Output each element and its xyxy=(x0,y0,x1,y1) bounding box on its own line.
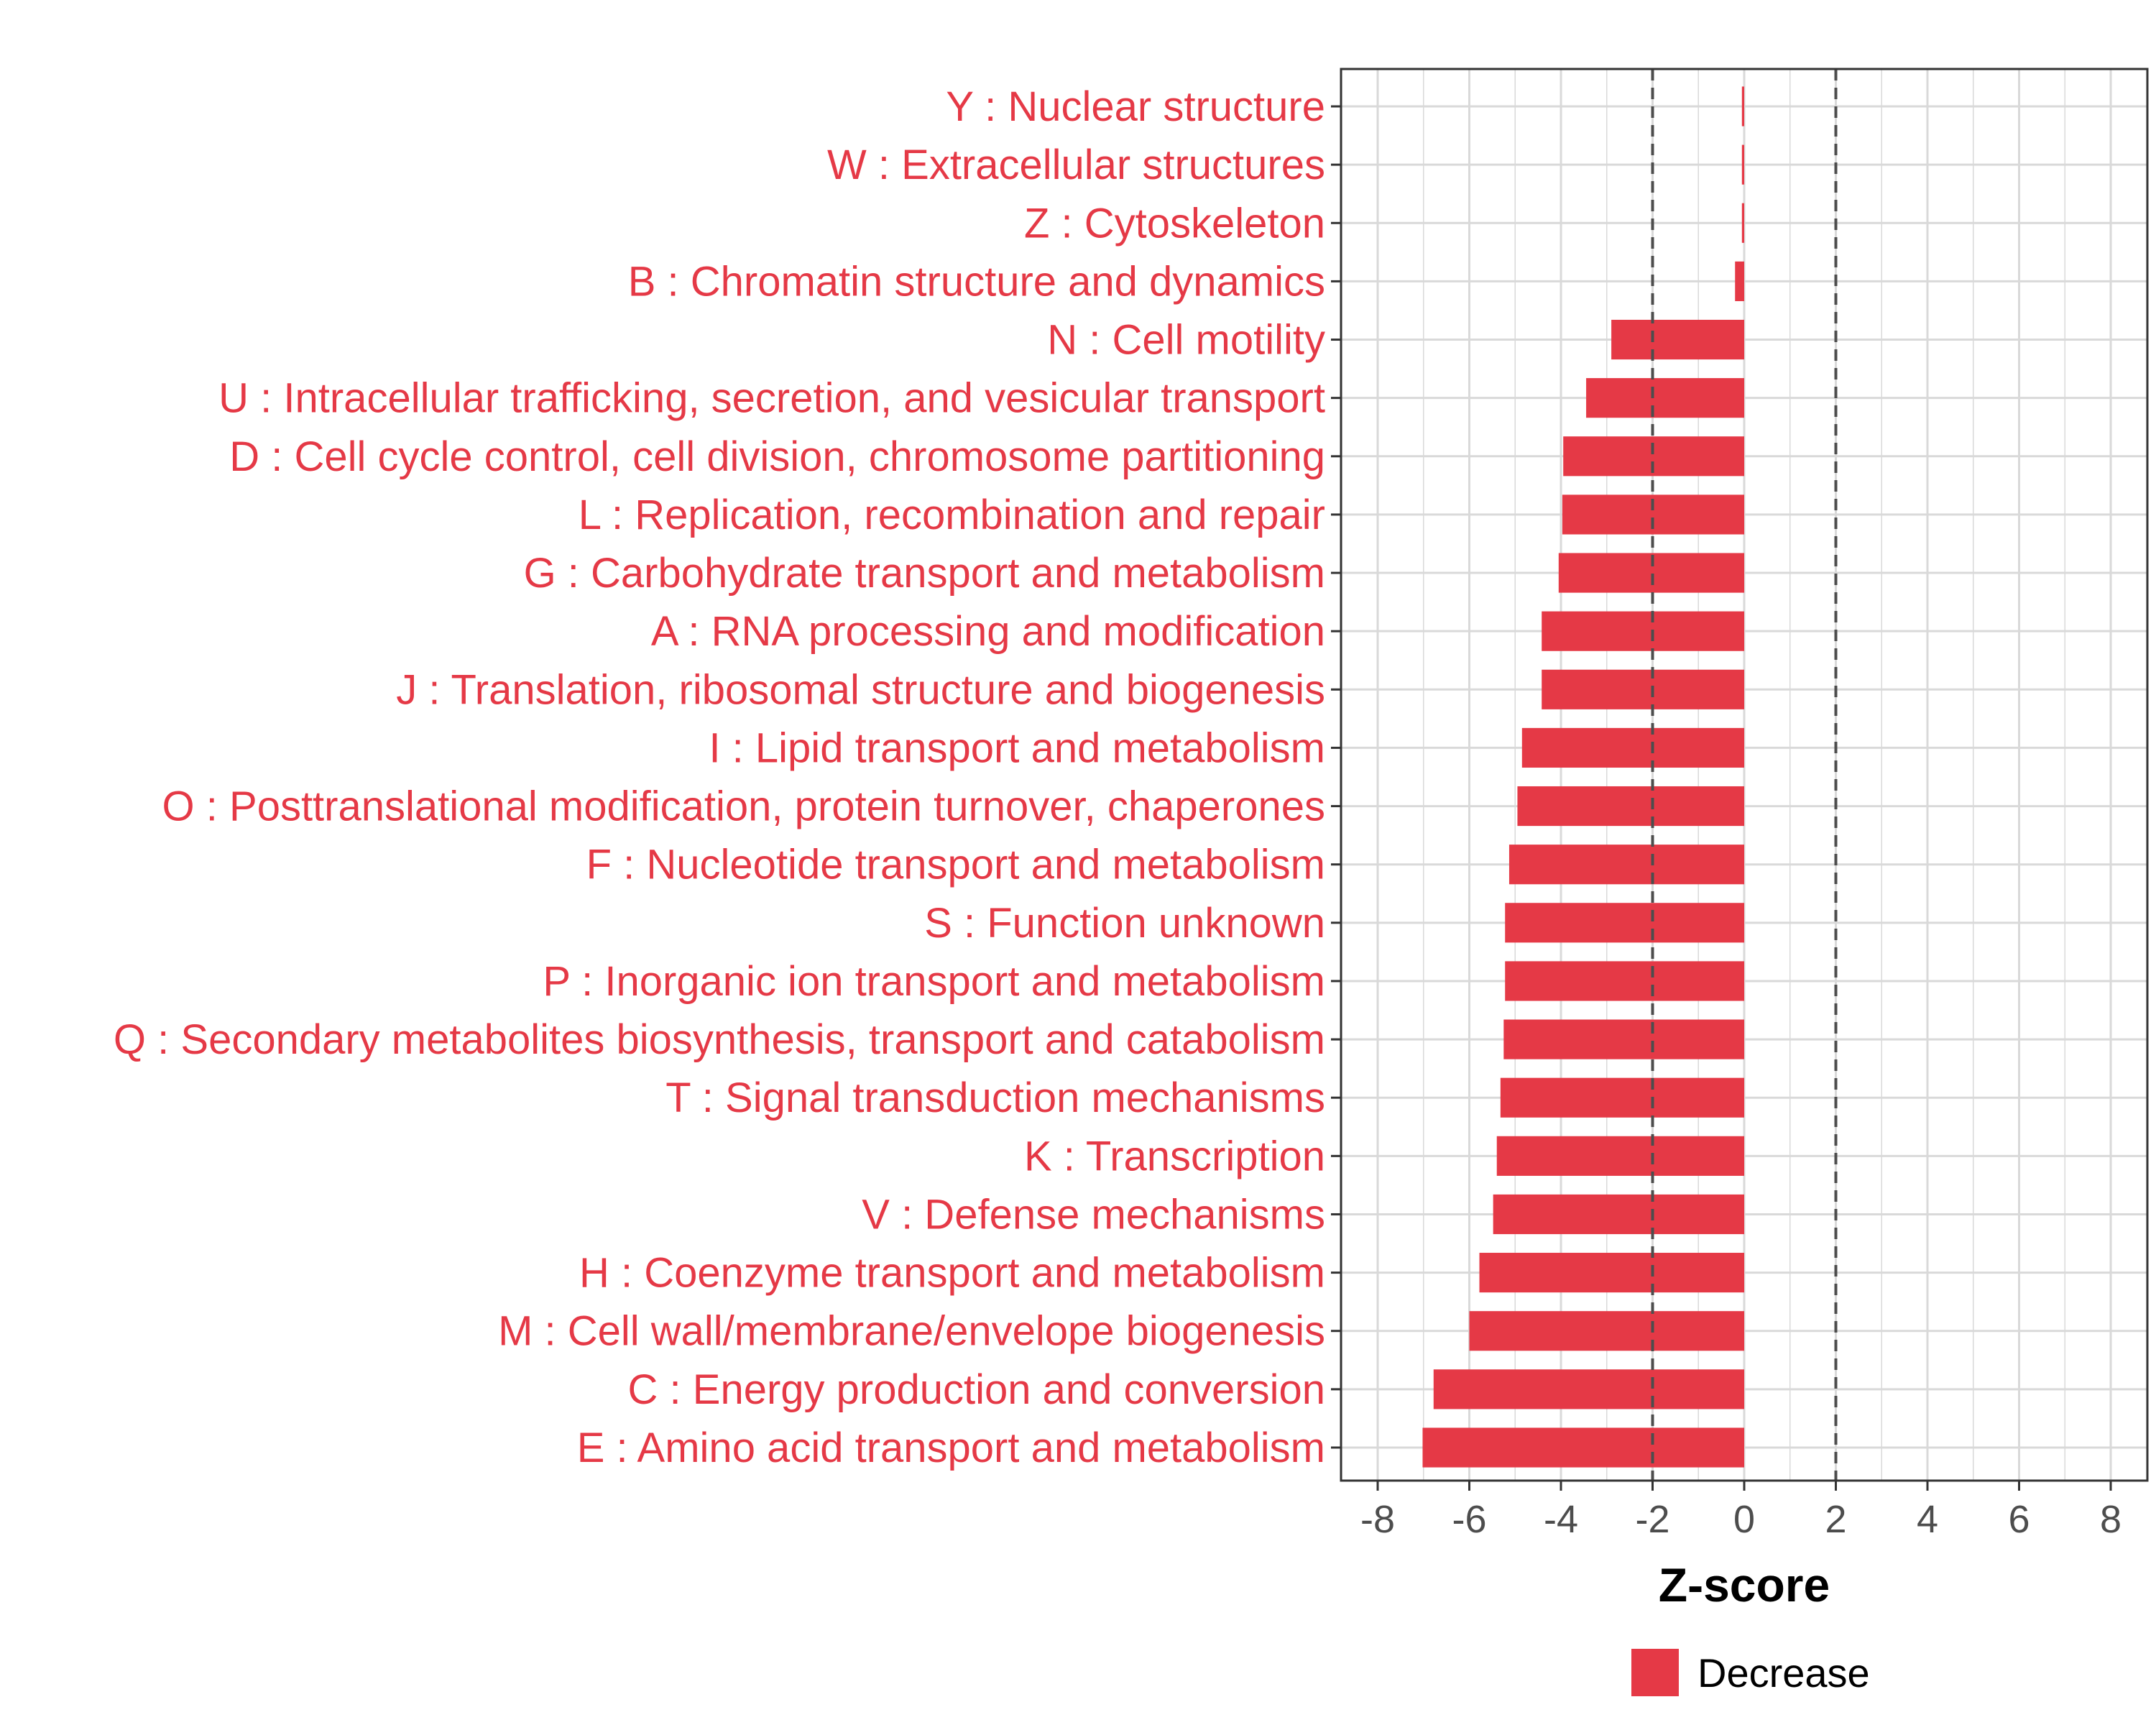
category-label: O : Posttranslational modification, prot… xyxy=(162,783,1325,830)
category-label: W : Extracellular structures xyxy=(827,142,1325,188)
category-label: F : Nucleotide transport and metabolism xyxy=(586,842,1325,888)
category-label: U : Intracellular trafficking, secretion… xyxy=(218,375,1325,422)
bar xyxy=(1735,261,1744,301)
category-label: V : Defense mechanisms xyxy=(862,1191,1325,1238)
legend-label-decrease: Decrease xyxy=(1697,1650,1870,1696)
x-axis-title: Z-score xyxy=(1659,1558,1830,1611)
category-label: M : Cell wall/membrane/envelope biogenes… xyxy=(498,1308,1325,1355)
x-tick-label: -4 xyxy=(1544,1498,1578,1541)
category-label: J : Translation, ribosomal structure and… xyxy=(396,666,1325,713)
x-tick-labels: -8 -6 -4 -2 0 2 4 6 8 xyxy=(1360,1498,2122,1541)
legend-swatch-decrease xyxy=(1631,1649,1679,1696)
x-tick-label: 8 xyxy=(2100,1498,2122,1541)
bar xyxy=(1517,786,1744,827)
bar xyxy=(1741,86,1744,126)
category-label: H : Coenzyme transport and metabolism xyxy=(579,1250,1325,1297)
bar xyxy=(1505,961,1744,1001)
x-tick-label: -8 xyxy=(1360,1498,1395,1541)
bar xyxy=(1422,1427,1744,1468)
category-label: Q : Secondary metabolites biosynthesis, … xyxy=(114,1016,1325,1063)
bar xyxy=(1503,1019,1744,1059)
bar xyxy=(1469,1311,1744,1351)
axis-ticks xyxy=(1331,105,2112,1491)
category-label: L : Replication, recombination and repai… xyxy=(579,492,1325,538)
bar xyxy=(1505,903,1744,943)
bar xyxy=(1479,1253,1744,1293)
x-tick-label: 4 xyxy=(1917,1498,1938,1541)
category-label: C : Energy production and conversion xyxy=(628,1366,1325,1413)
category-label: Z : Cytoskeleton xyxy=(1024,200,1325,247)
category-label: A : RNA processing and modification xyxy=(651,608,1325,655)
legend: Decrease xyxy=(1631,1649,1870,1696)
bar xyxy=(1500,1077,1744,1118)
category-label: I : Lipid transport and metabolism xyxy=(709,724,1325,771)
bar xyxy=(1542,611,1744,651)
bar xyxy=(1741,203,1744,243)
category-label: K : Transcription xyxy=(1024,1133,1325,1179)
bar xyxy=(1433,1369,1744,1409)
category-label: Y : Nuclear structure xyxy=(946,83,1325,130)
category-label: N : Cell motility xyxy=(1047,317,1325,364)
bar xyxy=(1521,727,1744,768)
category-label: G : Carbohydrate transport and metabolis… xyxy=(524,550,1325,597)
x-tick-label: -6 xyxy=(1452,1498,1486,1541)
category-label: S : Function unknown xyxy=(924,900,1325,947)
x-tick-label: 2 xyxy=(1825,1498,1846,1541)
reference-lines xyxy=(1651,69,1838,1481)
bar xyxy=(1496,1136,1744,1176)
category-label: P : Inorganic ion transport and metaboli… xyxy=(543,958,1325,1005)
bar xyxy=(1493,1194,1744,1235)
category-labels: Y : Nuclear structure W : Extracellular s… xyxy=(114,83,1325,1471)
bar xyxy=(1741,144,1744,185)
x-tick-label: 6 xyxy=(2008,1498,2030,1541)
bar xyxy=(1586,378,1744,418)
category-label: E : Amino acid transport and metabolism xyxy=(577,1425,1325,1471)
bar xyxy=(1611,319,1744,360)
category-label: D : Cell cycle control, cell division, c… xyxy=(229,433,1325,480)
x-tick-label: -2 xyxy=(1635,1498,1669,1541)
bars xyxy=(1422,86,1744,1468)
category-label: T : Signal transduction mechanisms xyxy=(665,1075,1325,1121)
bar xyxy=(1542,669,1744,709)
category-label: B : Chromatin structure and dynamics xyxy=(628,258,1325,305)
x-tick-label: 0 xyxy=(1733,1498,1755,1541)
bar xyxy=(1508,845,1744,885)
